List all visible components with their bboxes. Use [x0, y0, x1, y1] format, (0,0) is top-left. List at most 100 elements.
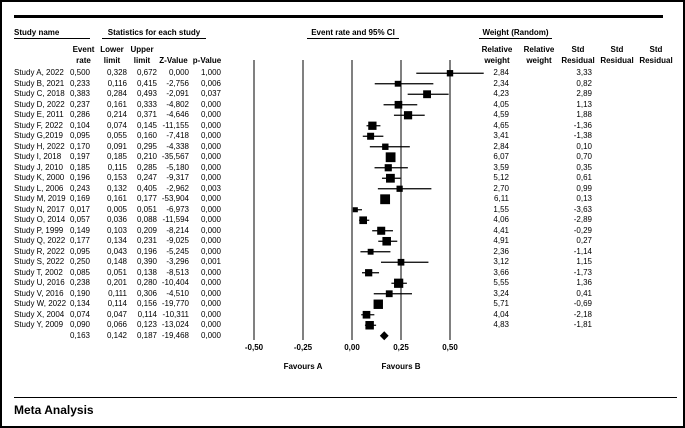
rel-weight-cell: 4,04: [493, 309, 509, 319]
rel-weight-cell: 2,84: [493, 68, 509, 77]
overall-row: 0,163 0,142 0,187 -19,468 0,000: [2, 330, 683, 342]
z-cell: -2,962: [166, 183, 189, 193]
study-row: Study B, 2021 0,233 0,116 0,415 -2,756 0,006 2…: [2, 78, 683, 90]
event-cell: 0,197: [69, 152, 90, 161]
column-header-std-residual-2: Std Residual: [600, 45, 634, 65]
std-residual-cell: 0,41: [576, 288, 592, 298]
std-residual-cell: 0,61: [576, 173, 592, 182]
z-cell: -5,245: [166, 246, 189, 256]
event-cell: 0,233: [69, 78, 90, 88]
column-header-relative-weight-1: Relative weight: [481, 45, 513, 65]
z-cell: -8,214: [166, 225, 189, 235]
lower-cell: 0,114: [107, 299, 127, 308]
study-name-cell: Study C, 2018: [14, 89, 65, 98]
z-cell: -19,468: [161, 330, 189, 340]
p-cell: 0,000: [200, 299, 221, 308]
z-cell: -4,338: [166, 141, 189, 151]
study-name-cell: Study F, 2022: [14, 120, 63, 130]
study-name-cell: Study L, 2006: [14, 183, 64, 193]
p-cell: 0,000: [200, 267, 221, 277]
z-cell: -10,311: [162, 309, 189, 319]
lower-cell: 0,148: [106, 257, 127, 266]
column-header-relative-weight-2: Relative weight: [523, 45, 555, 65]
z-cell: -19,770: [161, 299, 189, 308]
p-cell: 0,000: [200, 204, 221, 214]
rel-weight-cell: 1,55: [493, 204, 509, 214]
z-cell: -8,513: [166, 267, 189, 277]
rel-weight-cell: 5,55: [493, 278, 509, 287]
column-header-std-residual-1: Std Residual: [561, 45, 595, 65]
z-cell: -4,510: [166, 288, 189, 298]
upper-cell: 0,088: [136, 215, 157, 224]
study-row: Study H, 2022 0,170 0,091 0,295 -4,338 0,000 2…: [2, 141, 683, 153]
upper-cell: 0,390: [136, 257, 157, 266]
study-name-cell: Study Y, 2009: [14, 320, 64, 329]
study-name-cell: Study E, 2011: [14, 110, 64, 119]
event-cell: 0,177: [69, 236, 90, 245]
study-row: Study U, 2016 0,238 0,201 0,280 -10,404 0,000…: [2, 278, 683, 289]
column-header-lower-limit: Lower limit: [100, 45, 124, 65]
z-cell: -4,802: [166, 99, 189, 109]
rel-weight-cell: 6,11: [494, 194, 509, 203]
rel-weight-cell: 5,12: [493, 173, 509, 182]
upper-cell: 0,231: [136, 236, 157, 245]
rel-weight-cell: 2,84: [493, 141, 509, 151]
p-cell: 1,000: [200, 68, 221, 77]
z-cell: -11,155: [162, 120, 189, 130]
z-cell: 0,000: [168, 68, 189, 77]
p-cell: 0,000: [200, 162, 221, 172]
p-cell: 0,000: [200, 194, 221, 203]
std-residual-cell: -2,89: [573, 215, 592, 224]
event-cell: 0,017: [69, 204, 90, 214]
lower-cell: 0,066: [106, 320, 127, 329]
std-residual-cell: 1,36: [576, 278, 592, 287]
study-name-cell: Study D, 2022: [14, 99, 65, 109]
lower-cell: 0,328: [106, 68, 127, 77]
top-rule: [14, 15, 663, 18]
upper-cell: 0,145: [136, 120, 157, 130]
x-tick-label: 0,00: [344, 343, 360, 352]
event-cell: 0,134: [69, 299, 90, 308]
rel-weight-cell: 4,23: [493, 89, 509, 98]
p-cell: 0,000: [200, 320, 221, 329]
lower-cell: 0,115: [107, 162, 127, 172]
z-cell: -3,296: [166, 257, 189, 266]
column-header-event-rate: Event rate: [72, 45, 95, 65]
event-cell: 0,238: [69, 278, 90, 287]
upper-cell: 0,285: [136, 162, 157, 172]
column-header-upper-limit: Upper limit: [130, 45, 154, 65]
upper-cell: 0,672: [136, 68, 157, 77]
column-header-z-value: Z-Value: [159, 55, 188, 65]
study-name-cell: Study G,2019: [14, 131, 63, 140]
upper-cell: 0,295: [136, 141, 157, 151]
study-row: Study C, 2018 0,383 0,284 0,493 -2,091 0,037 4…: [2, 89, 683, 100]
std-residual-cell: 0,35: [576, 162, 592, 172]
lower-cell: 0,091: [106, 141, 127, 151]
std-residual-cell: 0,82: [576, 78, 592, 88]
rel-weight-cell: 2,34: [493, 78, 509, 88]
study-name-cell: Study X, 2004: [14, 309, 65, 319]
p-cell: 0,000: [200, 236, 221, 245]
study-row: Study O, 2014 0,057 0,036 0,088 -11,594 0,000…: [2, 215, 683, 226]
upper-cell: 0,123: [136, 320, 157, 329]
study-name-cell: Study H, 2022: [14, 141, 65, 151]
upper-cell: 0,333: [136, 99, 157, 109]
p-cell: 0,000: [200, 173, 221, 182]
study-row: Study P, 1999 0,149 0,103 0,209 -8,214 0,000 4…: [2, 225, 683, 237]
std-residual-cell: -0,69: [573, 299, 592, 308]
lower-cell: 0,043: [106, 246, 127, 256]
upper-cell: 0,371: [136, 110, 157, 119]
z-cell: -4,646: [166, 110, 189, 119]
lower-cell: 0,201: [106, 278, 127, 287]
p-cell: 0,000: [200, 288, 221, 298]
rel-weight-cell: 3,24: [493, 288, 509, 298]
upper-cell: 0,160: [136, 131, 157, 140]
study-name-cell: Study T, 2002: [14, 267, 63, 277]
rel-weight-cell: 4,59: [493, 110, 509, 119]
study-row: Study V, 2016 0,190 0,111 0,306 -4,510 0,000 3…: [2, 288, 683, 300]
std-residual-cell: 2,89: [576, 89, 592, 98]
std-residual-cell: -2,18: [573, 309, 592, 319]
study-row: Study G,2019 0,095 0,055 0,160 -7,418 0,000 3,…: [2, 131, 683, 142]
event-cell: 0,190: [69, 288, 90, 298]
upper-cell: 0,247: [136, 173, 157, 182]
